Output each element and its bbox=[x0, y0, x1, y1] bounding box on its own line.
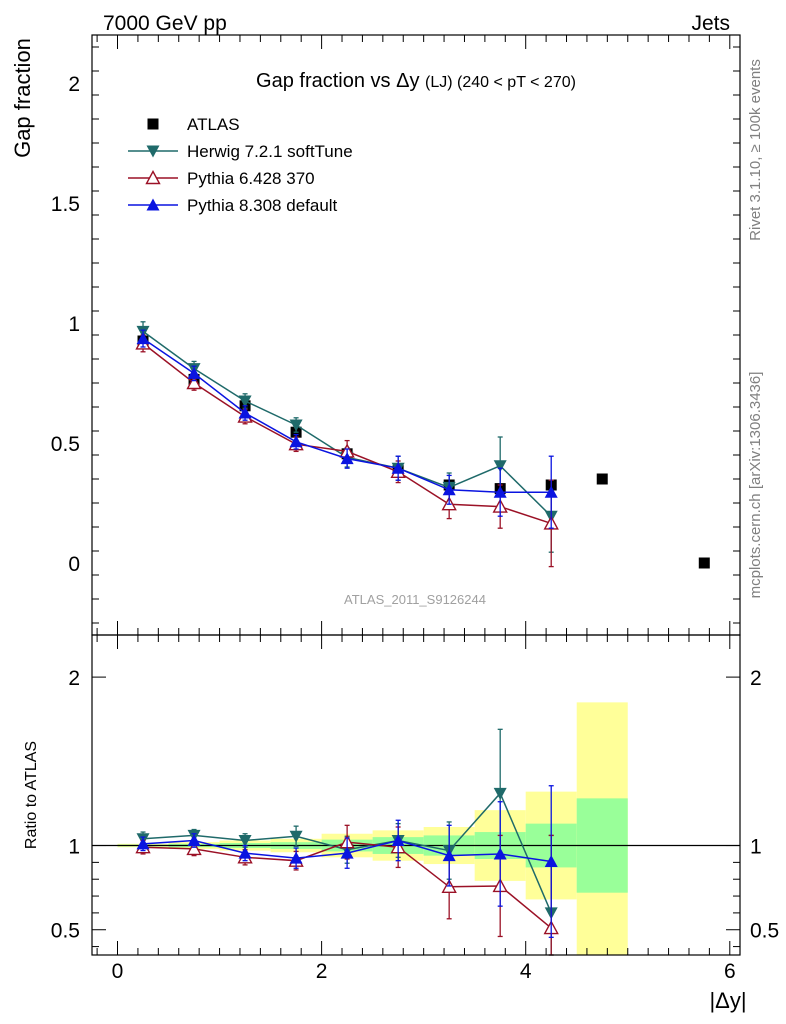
ratio-data-point bbox=[442, 849, 456, 862]
ratio-series-layer bbox=[135, 728, 559, 956]
ratio-data-point bbox=[289, 830, 303, 843]
main-data-point bbox=[238, 406, 252, 419]
x-tick-labels: 0 2 4 6 bbox=[112, 960, 736, 983]
x-axis-label: |Δy| bbox=[709, 988, 746, 1013]
main-y-axis-label: Gap fraction bbox=[10, 38, 35, 158]
ratio-y-axis-label: Ratio to ATLAS bbox=[23, 741, 40, 849]
ratio-y-tick-label-left: 2 bbox=[68, 667, 80, 690]
legend-label: ATLAS bbox=[187, 115, 240, 134]
ratio-plot-frame bbox=[91, 634, 741, 956]
main-y-tick-label: 1 bbox=[68, 313, 80, 336]
main-series-line bbox=[142, 330, 552, 517]
main-y-tick-labels: 0 0.5 1 1.5 2 bbox=[51, 73, 80, 576]
legend-marker bbox=[145, 170, 161, 185]
ratio-data-point bbox=[186, 840, 202, 856]
main-data-point bbox=[340, 452, 354, 465]
rivet-version-label: Rivet 3.1.10, ≥ 100k events bbox=[747, 59, 764, 241]
main-data-point bbox=[596, 473, 608, 485]
ratio-y-tick-label-left: 0.5 bbox=[51, 920, 80, 943]
ratio-data-point bbox=[493, 787, 507, 800]
legend-marker bbox=[146, 198, 160, 211]
legend-entry: Herwig 7.2.1 softTune bbox=[128, 142, 353, 161]
main-data-point bbox=[289, 419, 303, 432]
main-series-line bbox=[142, 342, 552, 525]
main-data-point bbox=[442, 483, 456, 496]
main-y-tick-label: 0 bbox=[68, 553, 80, 576]
main-data-point bbox=[187, 366, 201, 379]
main-data-point bbox=[136, 332, 150, 345]
legend-label: Pythia 6.428 370 bbox=[187, 169, 315, 188]
ratio-data-point bbox=[544, 855, 558, 868]
x-tick-label: 6 bbox=[724, 960, 736, 983]
ratio-y-tick-label-left: 1 bbox=[68, 836, 80, 859]
main-data-point bbox=[493, 485, 507, 498]
legend-entry: Pythia 8.308 default bbox=[128, 196, 338, 215]
legend-entry: Pythia 6.428 370 bbox=[128, 169, 315, 188]
analysis-label: ATLAS_2011_S9126244 bbox=[344, 592, 486, 607]
ratio-data-point bbox=[136, 837, 150, 850]
ratio-y-tick-labels: 0.5 0.5 1 1 2 2 bbox=[51, 667, 779, 943]
header-left-label: 7000 GeV pp bbox=[103, 12, 227, 35]
main-data-point bbox=[289, 435, 303, 448]
ratio-y-tick-label-right: 1 bbox=[750, 836, 762, 859]
main-series-line bbox=[142, 337, 552, 493]
title-delta: Δy bbox=[396, 70, 419, 92]
ratio-y-tick-label-right: 2 bbox=[750, 667, 762, 690]
x-tick-label: 2 bbox=[316, 960, 328, 983]
ratio-series-2 bbox=[136, 785, 558, 938]
main-chart-title: Gap fraction vs Δy (LJ) (240 < pT < 270) bbox=[256, 70, 576, 92]
header-right-label: Jets bbox=[691, 12, 730, 35]
x-tick-label: 4 bbox=[520, 960, 532, 983]
title-rest: (LJ) (240 < pT < 270) bbox=[425, 74, 576, 91]
main-data-point bbox=[493, 460, 507, 473]
main-series-3 bbox=[136, 329, 558, 529]
mcplots-label: mcplots.cern.ch [arXiv:1306.3436] bbox=[747, 372, 764, 599]
main-data-point bbox=[698, 557, 710, 569]
ratio-y-tick-label-right: 0.5 bbox=[750, 920, 779, 943]
ratio-data-point bbox=[238, 846, 252, 859]
main-data-point bbox=[186, 375, 202, 390]
main-series-layer bbox=[135, 321, 710, 569]
ratio-uncertainty-bands bbox=[92, 702, 740, 955]
ratio-data-point bbox=[238, 834, 252, 847]
legend-entry: ATLAS bbox=[147, 115, 240, 134]
ratio-axis-ticks bbox=[92, 635, 740, 955]
legend-marker bbox=[147, 118, 159, 130]
ratio-data-point bbox=[391, 833, 405, 846]
main-y-tick-label: 1.5 bbox=[51, 193, 80, 216]
title-main: Gap fraction vs bbox=[256, 70, 391, 92]
legend-label: Herwig 7.2.1 softTune bbox=[187, 142, 353, 161]
main-y-tick-label: 0.5 bbox=[51, 433, 80, 456]
main-series-1 bbox=[136, 321, 558, 553]
main-data-point bbox=[238, 395, 252, 408]
legend-marker bbox=[146, 145, 160, 158]
legend: ATLAS Herwig 7.2.1 softTune Pythia 6.428 3… bbox=[128, 115, 353, 215]
ratio-data-point bbox=[340, 846, 354, 859]
main-axis-ticks bbox=[92, 35, 740, 635]
ratio-data-point bbox=[289, 851, 303, 864]
main-data-point bbox=[544, 485, 558, 498]
main-series-0 bbox=[137, 335, 710, 569]
ratio-data-point bbox=[187, 833, 201, 846]
main-y-tick-label: 2 bbox=[68, 73, 80, 96]
x-tick-label: 0 bbox=[112, 960, 124, 983]
ratio-data-point bbox=[493, 847, 507, 860]
main-data-point bbox=[391, 461, 405, 474]
legend-label: Pythia 8.308 default bbox=[187, 196, 338, 215]
